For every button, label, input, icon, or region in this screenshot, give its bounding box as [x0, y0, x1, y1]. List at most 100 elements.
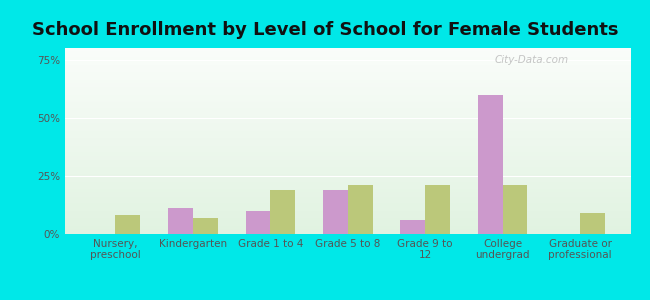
Bar [246, 211, 270, 234]
Bar [478, 94, 502, 234]
Bar [65, 92, 630, 93]
Bar [65, 202, 630, 203]
Bar [65, 167, 630, 168]
Bar [65, 86, 630, 87]
Bar [65, 142, 630, 143]
Bar [65, 96, 630, 97]
Bar [65, 196, 630, 197]
Bar [65, 223, 630, 224]
Bar [65, 63, 630, 64]
Bar [65, 163, 630, 164]
Bar [65, 226, 630, 227]
Bar [65, 123, 630, 124]
Bar [65, 171, 630, 172]
Bar [65, 62, 630, 63]
Bar [65, 122, 630, 123]
Bar [65, 93, 630, 94]
Bar [65, 105, 630, 106]
Bar [65, 103, 630, 104]
Bar [65, 125, 630, 126]
Bar [65, 90, 630, 91]
Bar [65, 140, 630, 141]
Bar [65, 102, 630, 103]
Bar [65, 116, 630, 117]
Bar [65, 79, 630, 80]
Bar [65, 177, 630, 178]
Bar [65, 55, 630, 56]
Bar [65, 172, 630, 173]
Bar [65, 175, 630, 176]
Bar [65, 186, 630, 187]
Bar [65, 159, 630, 160]
Bar [65, 173, 630, 175]
Bar [65, 224, 630, 225]
Bar [65, 119, 630, 120]
Bar [65, 98, 630, 99]
Bar [65, 155, 630, 156]
Bar [65, 180, 630, 181]
Bar [65, 70, 630, 71]
Bar [65, 138, 630, 139]
Bar [65, 233, 630, 234]
Bar [502, 185, 527, 234]
Bar [65, 60, 630, 61]
Bar [65, 229, 630, 230]
Bar [65, 182, 630, 183]
Bar [425, 185, 450, 234]
Bar [65, 124, 630, 125]
Bar [168, 208, 193, 234]
Bar [65, 188, 630, 189]
Bar [65, 127, 630, 128]
Bar [65, 106, 630, 107]
Bar [270, 190, 295, 234]
Bar [65, 200, 630, 202]
Bar [65, 169, 630, 170]
Bar [65, 184, 630, 185]
Bar [65, 202, 630, 203]
Bar [65, 198, 630, 199]
Bar [65, 220, 630, 221]
Text: City-Data.com: City-Data.com [495, 56, 569, 65]
Bar [65, 187, 630, 188]
Bar [65, 87, 630, 88]
Bar [65, 189, 630, 190]
Bar [65, 74, 630, 75]
Bar [65, 78, 630, 79]
Bar [65, 203, 630, 204]
Bar [65, 94, 630, 95]
Bar [65, 205, 630, 206]
Bar [65, 150, 630, 151]
Bar [65, 214, 630, 215]
Bar [65, 211, 630, 212]
Bar [65, 199, 630, 200]
Bar [65, 192, 630, 193]
Bar [65, 76, 630, 77]
Bar [65, 194, 630, 195]
Bar [65, 115, 630, 116]
Bar [65, 157, 630, 158]
Bar [65, 111, 630, 112]
Bar [65, 158, 630, 159]
Bar [65, 100, 630, 101]
Bar [65, 212, 630, 213]
Bar [193, 218, 218, 234]
Bar [65, 97, 630, 98]
Bar [65, 215, 630, 216]
Bar [65, 88, 630, 89]
Bar [65, 170, 630, 171]
Bar [65, 206, 630, 207]
Bar [65, 213, 630, 214]
Bar [65, 61, 630, 62]
Bar [65, 204, 630, 205]
Bar [65, 133, 630, 134]
Bar [323, 190, 348, 234]
Bar [65, 232, 630, 233]
Bar [65, 143, 630, 144]
Bar [65, 231, 630, 232]
Bar [65, 82, 630, 83]
Bar [65, 147, 630, 148]
Bar [65, 166, 630, 167]
Bar [65, 65, 630, 66]
Bar [65, 168, 630, 169]
Bar [116, 215, 140, 234]
